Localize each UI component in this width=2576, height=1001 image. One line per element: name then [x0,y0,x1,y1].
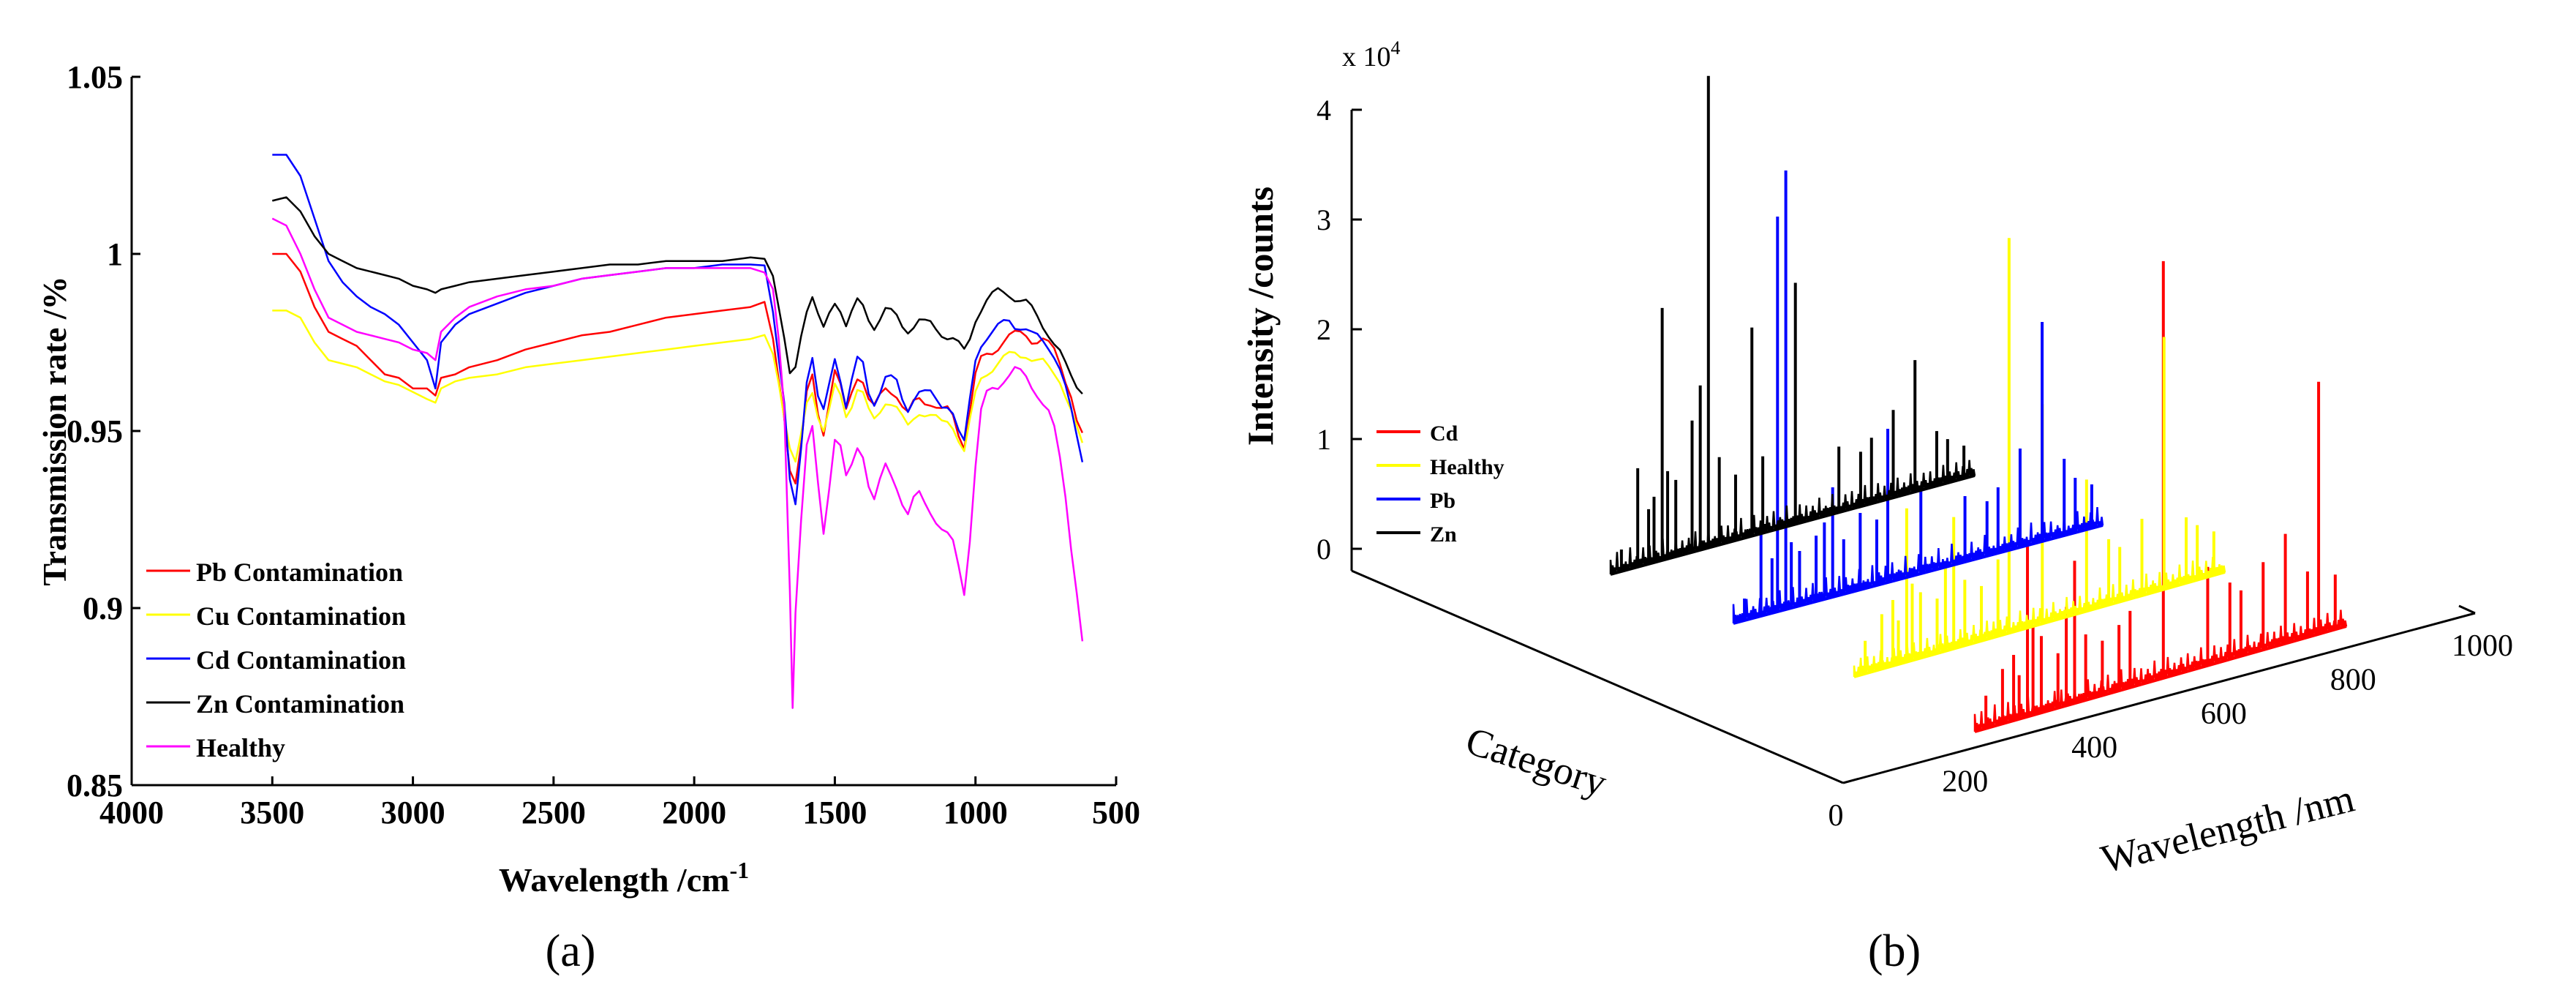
x-tick-label-a: 2000 [662,795,726,831]
series-group-a [271,154,1084,709]
y-tick-label-a: 1 [107,236,123,272]
x-tick-label-a: 2500 [521,795,586,831]
wavelength-axis-b [1842,612,2476,784]
wavelength-tick-label-b: 0 [1829,799,1844,833]
z-scale-label-b: x 104 [1342,37,1401,72]
x-ticks-a: 4000 3500 3000 2500 2000 1500 1000 500 [99,776,1140,831]
x-tick-label-a: 3000 [381,795,445,831]
baseline-zn [1610,474,1976,576]
z-tick-label-b: 2 [1317,313,1331,346]
legend-label-a: Pb Contamination [196,558,403,587]
z-axis-label-b: Intensity /counts [1240,187,1281,446]
wavelength-tick-label-b: 800 [2330,663,2376,697]
legend-label-b: Zn [1430,522,1457,547]
series-line-cu-contamination [272,310,1084,463]
y-axis-label-a: Transmission rate /% [36,276,73,585]
series-line-pb-contamination [272,252,1084,485]
wavelength-tick-label-b: 400 [2071,731,2117,765]
legend-label-a: Cu Contamination [196,601,406,631]
z-scale-exponent-b: 4 [1391,37,1401,59]
legend-label-a: Healthy [196,733,285,762]
series-line-zn-contamination [271,196,1083,395]
y-tick-label-a: 1.05 [67,59,123,95]
wavelength-tick-label-b: 200 [1942,765,1988,799]
category-axis-label-b: Category [1461,719,1612,805]
y-ticks-a: 0.85 0.9 0.95 1 1.05 [67,59,140,803]
wavelength-tick-label-b: 1000 [2452,629,2513,663]
z-tick-label-b: 1 [1317,423,1331,456]
y-tick-label-a: 0.9 [83,591,123,626]
series-group-b [1609,75,2348,733]
z-tick-label-b: 0 [1317,533,1331,566]
category-axis-b [1351,569,1844,784]
y-tick-label-a: 0.85 [67,768,123,803]
x-axis-label-a-superscript: -1 [729,857,749,883]
legend-label-b: Pb [1430,489,1455,513]
y-tick-label-a: 0.95 [67,413,123,449]
legend-a: Pb Contamination Cu Contamination Cd Conta… [146,558,406,762]
x-tick-label-a: 4000 [99,795,164,831]
series-line-cd-contamination [272,154,1084,506]
legend-label-a: Cd Contamination [196,645,406,675]
wavelength-ticks-b: 0 200 400 600 800 1000 [1829,629,2514,833]
z-scale-base-b: x 10 [1342,42,1391,72]
z-ticks-b: 0 1 2 3 4 [1317,94,1362,566]
z-tick-label-b: 4 [1317,94,1331,127]
wavelength-axis-end-b [2458,604,2476,615]
x-tick-label-a: 500 [1092,795,1140,831]
series-line-healthy [271,217,1084,709]
x-tick-label-a: 3500 [240,795,304,831]
x-tick-label-a: 1500 [802,795,867,831]
baseline-healthy [1853,571,2226,678]
x-axis-label-a: Wavelength /cm-1 [499,857,749,899]
panel-label-b: (b) [1868,926,1921,976]
baseline-cd [1974,625,2347,733]
x-axis-label-a-main: Wavelength /cm [499,861,730,899]
wavelength-axis-label-b: Wavelength /nm [2097,776,2359,882]
legend-label-a: Zn Contamination [196,689,404,719]
panel-label-a: (a) [546,926,596,976]
wavelength-tick-label-b: 600 [2201,697,2247,731]
legend-label-b: Healthy [1430,455,1504,479]
x-tick-label-a: 1000 [944,795,1008,831]
legend-label-b: Cd [1430,421,1458,446]
baseline-pb [1733,524,2104,625]
z-tick-label-b: 3 [1317,203,1331,236]
panel-a: 0.85 0.9 0.95 1 1.05 4000 3500 3000 2500 2000 150… [36,59,1140,899]
legend-b: Cd Healthy Pb Zn [1366,406,1520,552]
